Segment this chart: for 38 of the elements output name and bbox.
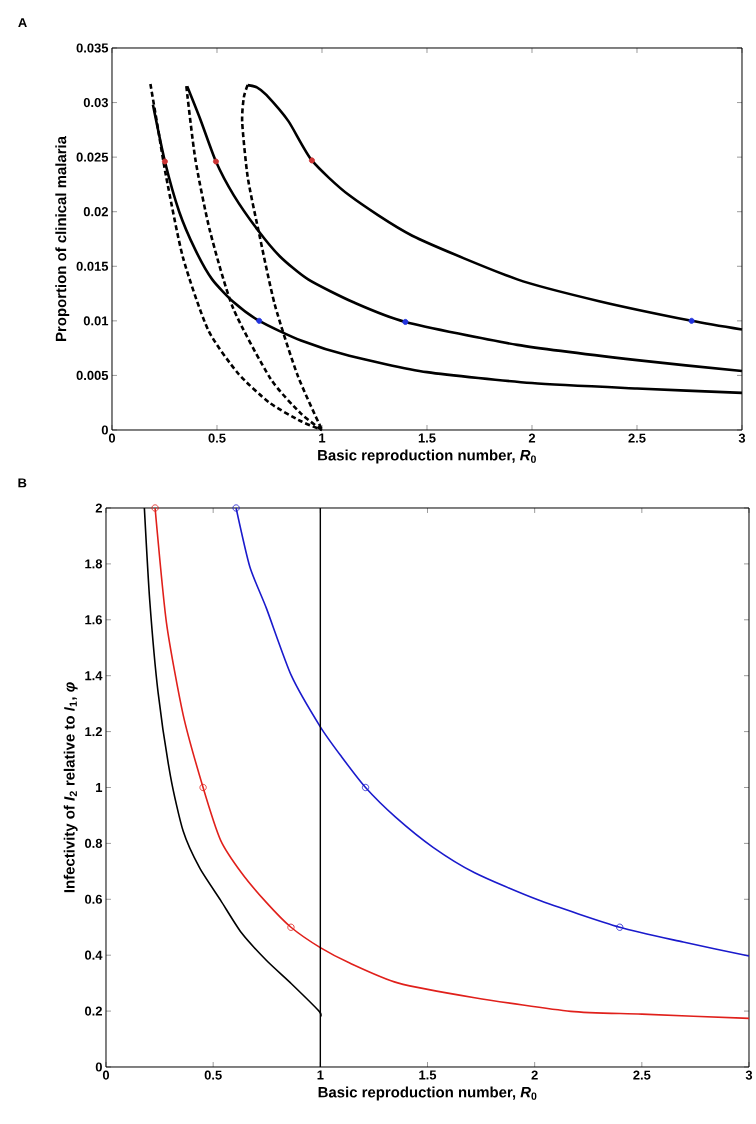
x-tick-label: 1 xyxy=(317,1070,324,1080)
y-tick-label: 0.005 xyxy=(76,370,109,381)
x-tick-label: 1.5 xyxy=(419,1070,437,1080)
x-tick-label: 1.5 xyxy=(418,433,436,443)
x-tick-label: 2 xyxy=(531,1070,538,1080)
y-tick-label: 0.6 xyxy=(85,894,103,904)
x-tick-label: 0 xyxy=(108,433,116,443)
x-tick-label: 2 xyxy=(528,433,536,443)
x-axis-title: Basic reproduction number, R$_{0}$ xyxy=(318,1086,537,1101)
y-tick-label: 0.2 xyxy=(85,1006,103,1016)
y-tick-label: 0.02 xyxy=(83,207,109,217)
y-tick-label: 0.025 xyxy=(76,152,109,162)
chart-title: B xyxy=(18,478,27,488)
y-tick-label: 0.015 xyxy=(76,261,109,271)
y-tick-label: 0.035 xyxy=(76,43,109,53)
y-tick-label: 0.4 xyxy=(85,950,103,960)
y-tick-label: 1.4 xyxy=(85,671,103,681)
y-tick-label: 2 xyxy=(95,503,103,513)
x-tick-label: 3 xyxy=(745,1070,753,1080)
y-axis-title: Proportion of clinical malaria xyxy=(55,135,70,341)
x-axis-title: Basic reproduction number, R$_{0}$ xyxy=(318,449,536,464)
x-tick-label: 2.5 xyxy=(633,1070,651,1080)
x-tick-label: 1 xyxy=(319,433,326,443)
y-tick-label: 1.2 xyxy=(85,727,103,737)
x-tick-label: 2.5 xyxy=(628,433,646,443)
y-tick-label: 0 xyxy=(101,425,108,435)
y-tick-label: 1 xyxy=(96,783,103,792)
y-tick-label: 0 xyxy=(95,1062,102,1072)
y-tick-label: 1.6 xyxy=(85,615,103,625)
y-tick-label: 0.01 xyxy=(83,316,109,326)
y-tick-label: 1.8 xyxy=(85,559,103,569)
y-tick-label: 0.8 xyxy=(85,838,103,848)
x-tick-label: 3 xyxy=(738,433,746,443)
y-tick-label: 0.03 xyxy=(83,97,109,108)
x-tick-label: 0.5 xyxy=(208,433,226,443)
x-tick-label: 0.5 xyxy=(204,1070,222,1080)
y-axis-title: Infectivity of I$_{2}$ relative to I$_{1}$, φ xyxy=(63,682,78,893)
chart-title: A xyxy=(18,18,27,28)
